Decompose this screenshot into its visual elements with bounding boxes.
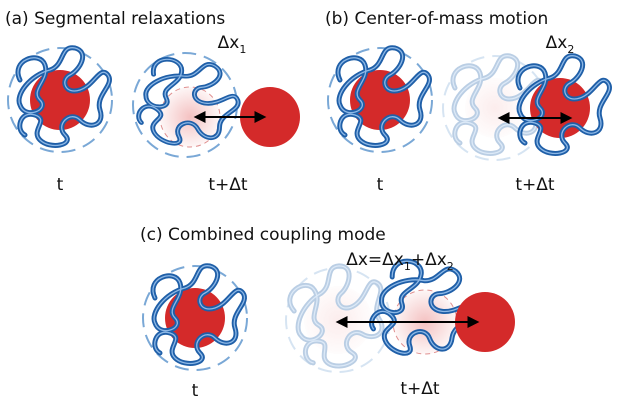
label-part: Δx bbox=[546, 33, 568, 53]
time-label: t bbox=[377, 175, 384, 195]
time-label: t bbox=[57, 175, 64, 195]
diagram: (a) Segmental relaxations t Δx1 t+Δt (b)… bbox=[0, 0, 621, 400]
label-part: +Δx bbox=[411, 250, 447, 270]
displacement-label: Δx2 bbox=[546, 33, 575, 56]
subscript: 2 bbox=[447, 260, 454, 273]
polymer-relaxed bbox=[132, 46, 248, 160]
subscript: 2 bbox=[567, 43, 574, 56]
polymer-t bbox=[8, 48, 112, 152]
time-label: t+Δt bbox=[208, 175, 248, 195]
displacement-label: Δx=Δx1+Δx2 bbox=[346, 250, 454, 273]
label-part: Δx=Δx bbox=[346, 250, 404, 270]
polymer-t bbox=[328, 48, 432, 152]
time-label: t bbox=[192, 381, 199, 400]
time-label: t+Δt bbox=[515, 175, 555, 195]
label-part: Δx bbox=[218, 33, 240, 53]
displacement-label: Δx1 bbox=[218, 33, 247, 56]
subscript: 1 bbox=[239, 43, 246, 56]
panel-title: (b) Center-of-mass motion bbox=[325, 9, 548, 29]
time-label: t+Δt bbox=[400, 379, 440, 399]
panel-title: (a) Segmental relaxations bbox=[5, 9, 225, 29]
panel-title: (c) Combined coupling mode bbox=[140, 225, 386, 245]
polymer-ghost bbox=[284, 257, 398, 375]
polymer-moved bbox=[518, 56, 610, 154]
polymer-t bbox=[143, 266, 247, 370]
subscript: 1 bbox=[404, 260, 411, 273]
